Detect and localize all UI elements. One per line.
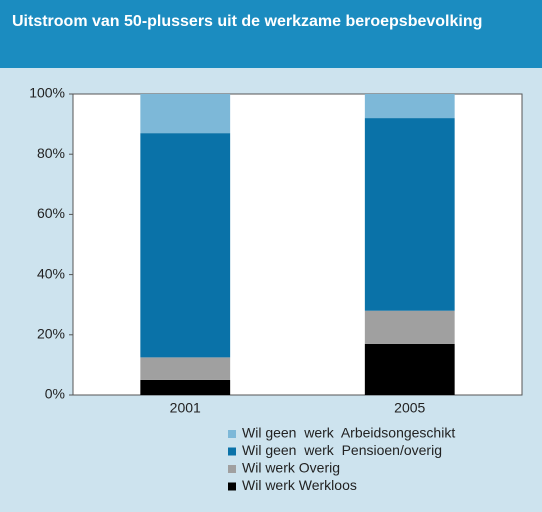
bar-segment xyxy=(364,310,455,344)
legend-label: Wil geen werk Arbeidsongeschikt xyxy=(242,425,455,441)
y-tick-label: 80% xyxy=(37,145,65,161)
bar-segment xyxy=(140,133,231,358)
legend-swatch xyxy=(228,482,236,491)
bar-segment xyxy=(140,94,231,134)
y-tick-label: 60% xyxy=(37,205,65,221)
y-tick-label: 20% xyxy=(37,326,65,342)
y-tick-label: 40% xyxy=(37,265,65,281)
y-tick-label: 100% xyxy=(29,85,65,101)
bar-segment xyxy=(140,379,231,395)
chart-title: Uitstroom van 50-plussers uit de werkzam… xyxy=(0,0,542,68)
legend-label: Wil werk Werkloos xyxy=(242,477,357,493)
legend-swatch xyxy=(228,465,236,473)
x-tick-label: 2001 xyxy=(170,400,201,416)
bar-segment xyxy=(364,118,455,311)
legend-swatch xyxy=(228,447,236,456)
legend-label: Wil geen werk Pensioen/overig xyxy=(242,442,442,458)
bar-segment xyxy=(140,357,231,380)
legend-swatch xyxy=(228,430,236,438)
y-tick-label: 0% xyxy=(45,386,65,402)
x-tick-label: 2005 xyxy=(394,400,425,416)
legend-label: Wil werk Overig xyxy=(242,460,340,476)
bar-segment xyxy=(364,343,455,395)
bar-segment xyxy=(364,94,455,119)
